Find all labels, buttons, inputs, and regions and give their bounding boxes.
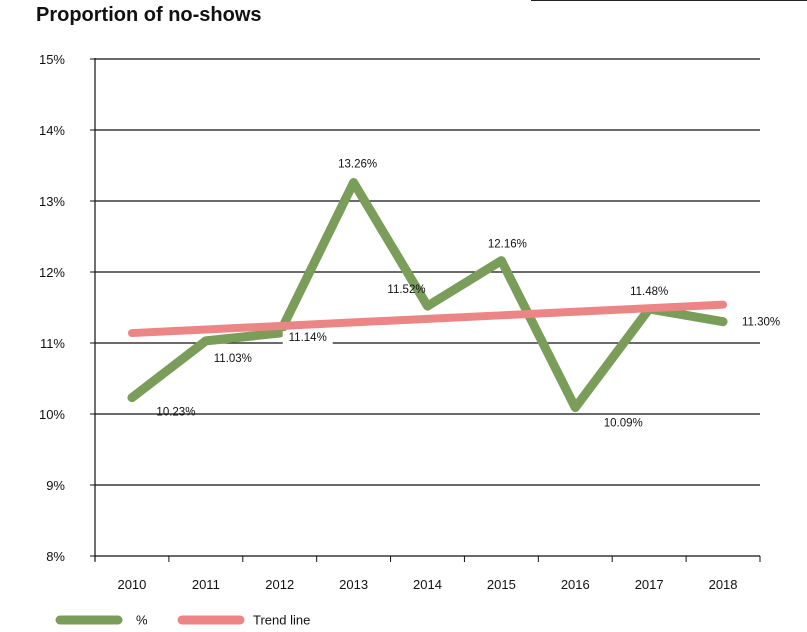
legend-label: % (136, 613, 148, 628)
data-label: 13.26% (338, 159, 377, 171)
data-label: 11.52% (387, 284, 425, 296)
data-label: 11.14% (289, 332, 327, 344)
y-tick-label: 11% (40, 336, 65, 351)
data-label: 11.30% (742, 317, 780, 329)
series-lines (127, 178, 728, 413)
y-tick-label: 12% (39, 265, 65, 280)
x-tick-label: 2018 (709, 577, 738, 592)
series-line-trend (127, 300, 728, 338)
y-tick-label: 13% (39, 194, 65, 209)
x-tick-labels: 2010 2011 2012 2013 2014 2015 2016 2017 2018 (117, 577, 737, 592)
x-tick-label: 2010 (117, 577, 146, 592)
data-label: 10.23% (156, 407, 195, 419)
y-tick-label: 9% (46, 478, 65, 493)
data-label: 11.03% (214, 353, 252, 365)
legend-label: Trend line (253, 613, 310, 628)
y-tick-labels: 8% 9% 10% 11% 12% 13% 14% 15% (39, 52, 65, 564)
x-tick-label: 2011 (192, 577, 220, 592)
chart-title: Proportion of no-shows (36, 4, 262, 26)
y-tick-label: 8% (46, 549, 65, 564)
gridlines (95, 58, 760, 486)
data-label: 12.16% (488, 239, 527, 251)
y-tick-label: 14% (39, 123, 65, 138)
x-tick-label: 2013 (339, 577, 368, 592)
data-label: 11.48% (630, 286, 668, 298)
y-tick-label: 10% (39, 407, 65, 422)
x-tick-label: 2016 (561, 577, 590, 592)
series-line-percent (127, 178, 728, 413)
x-tick-label: 2015 (487, 577, 516, 592)
legend: % Trend line (55, 613, 310, 628)
data-labels: 10.23% 11.03% 11.14% 13.26% 11.52% 12.16% 10.0… (156, 159, 780, 430)
x-tick-label: 2017 (635, 577, 664, 592)
y-tick-label: 15% (39, 52, 65, 67)
x-tick-label: 2014 (413, 577, 442, 592)
data-label: 10.09% (604, 418, 643, 430)
top-divider (531, 0, 807, 1)
data-label-bg (282, 331, 333, 346)
x-tick-label: 2012 (265, 577, 294, 592)
axes (90, 58, 761, 562)
